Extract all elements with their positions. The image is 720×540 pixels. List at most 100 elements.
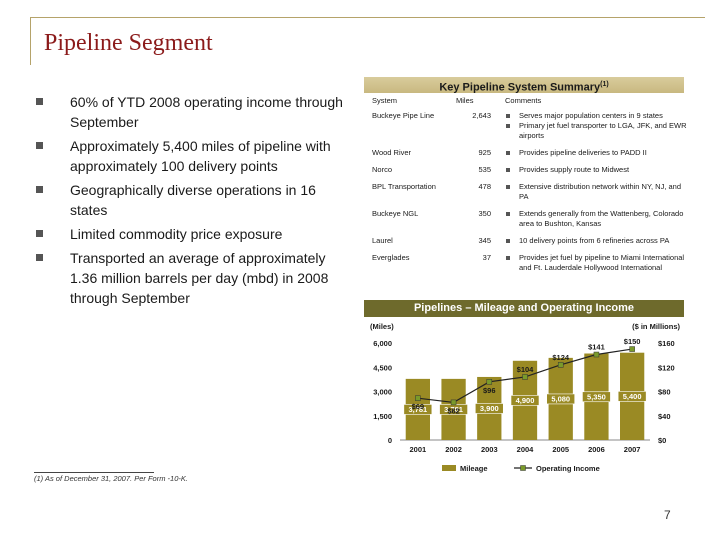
column-header-comments: Comments	[505, 96, 542, 105]
income-data-label: $62	[447, 406, 460, 415]
page-number: 7	[664, 508, 671, 522]
table-row: Laurel 345 10 delivery points from 6 refin…	[372, 236, 690, 246]
bullet-item: Transported an average of approximately …	[34, 248, 354, 308]
left-tick-label: 3,000	[373, 388, 392, 397]
income-data-label: $96	[483, 386, 496, 395]
income-point	[557, 362, 564, 368]
summary-header-text: Key Pipeline System Summary	[439, 81, 601, 94]
left-tick-label: 0	[388, 436, 392, 445]
mileage-income-chart: (Miles) ($ in Millions) 6,000 4,500 3,000 1,5…	[364, 319, 684, 481]
right-axis-label: ($ in Millions)	[632, 322, 680, 331]
right-tick-label: $40	[658, 412, 671, 421]
title-frame-top	[30, 17, 705, 18]
legend-mileage-swatch	[442, 465, 456, 471]
chart-title: Pipelines – Mileage and Operating Income	[364, 300, 684, 317]
income-data-label: $141	[588, 343, 605, 352]
title-frame-left	[30, 17, 31, 65]
mileage-data-label: 5,080	[551, 394, 570, 403]
comments-cell: 10 delivery points from 6 refineries acr…	[505, 236, 690, 246]
legend-income-label: Operating Income	[536, 464, 600, 473]
footnote: (1) As of December 31, 2007. Per Form -1…	[34, 474, 188, 483]
comment-item: Extensive distribution network within NY…	[505, 182, 690, 202]
x-tick-label: 2001	[410, 445, 427, 454]
summary-table: System Miles Comments Buckeye Pipe Line 2…	[372, 96, 690, 276]
system-cell: BPL Transportation	[372, 182, 436, 191]
income-data-label: $124	[552, 353, 570, 362]
chart-svg: (Miles) ($ in Millions) 6,000 4,500 3,000 1,5…	[370, 322, 680, 473]
right-tick-label: $0	[658, 436, 666, 445]
bullet-item: Approximately 5,400 miles of pipeline wi…	[34, 136, 354, 176]
comment-item: Provides supply route to Midwest	[505, 165, 690, 175]
x-tick-label: 2003	[481, 445, 498, 454]
right-tick-label: $160	[658, 339, 675, 348]
left-tick-label: 1,500	[373, 412, 392, 421]
table-row: Everglades 37 Provides jet fuel by pipelin…	[372, 253, 690, 273]
comment-item: Provides jet fuel by pipeline to Miami I…	[505, 253, 690, 273]
summary-header-note: (1)	[600, 81, 609, 88]
x-tick-label: 2002	[445, 445, 462, 454]
income-data-label: $69	[412, 402, 425, 411]
miles-cell: 37	[482, 253, 491, 262]
right-tick-label: $120	[658, 363, 675, 372]
mileage-label-box	[510, 395, 540, 406]
left-tick-label: 6,000	[373, 339, 392, 348]
mileage-data-label: 5,350	[587, 392, 606, 401]
income-point	[450, 399, 457, 406]
left-axis-label: (Miles)	[370, 322, 394, 331]
system-cell: Buckeye NGL	[372, 209, 419, 218]
x-tick-label: 2005	[552, 445, 569, 454]
mileage-label-box	[546, 393, 576, 405]
comments-cell: Provides supply route to Midwest	[505, 165, 690, 175]
comments-cell: Provides pipeline deliveries to PADD II	[505, 148, 690, 158]
mileage-label-box	[617, 391, 647, 402]
table-header-row: System Miles Comments	[372, 96, 690, 105]
summary-header: Key Pipeline System Summary(1)	[364, 77, 684, 94]
miles-cell: 925	[478, 148, 491, 157]
column-header-miles: Miles	[456, 96, 474, 105]
mileage-label-box	[474, 403, 504, 414]
left-tick-label: 4,500	[373, 363, 392, 372]
miles-cell: 478	[478, 182, 491, 191]
table-row: Norco 535 Provides supply route to Midwest	[372, 165, 690, 175]
miles-cell: 345	[478, 236, 491, 245]
mileage-data-label: 3,900	[480, 404, 499, 413]
table-row: Buckeye Pipe Line 2,643 Serves major popul…	[372, 111, 690, 141]
table-row: BPL Transportation 478 Extensive distribut…	[372, 182, 690, 202]
comment-item: 10 delivery points from 6 refineries acr…	[505, 236, 690, 246]
mileage-data-label: 4,900	[516, 396, 535, 405]
table-row: Wood River 925 Provides pipeline deliverie…	[372, 148, 690, 158]
bullet-item: 60% of YTD 2008 operating income through…	[34, 92, 354, 132]
x-tick-label: 2006	[588, 445, 605, 454]
x-tick-label: 2007	[624, 445, 641, 454]
right-tick-label: $80	[658, 388, 671, 397]
comments-cell: Serves major population centers in 9 sta…	[505, 111, 690, 141]
comment-item: Serves major population centers in 9 sta…	[505, 111, 690, 121]
income-data-label: $150	[624, 337, 641, 346]
column-header-system: System	[372, 96, 398, 105]
comments-cell: Extends generally from the Wattenberg, C…	[505, 209, 690, 229]
income-point	[415, 395, 421, 401]
mileage-data-label: 5,400	[623, 392, 642, 401]
system-cell: Norco	[372, 165, 393, 174]
income-point	[629, 346, 635, 352]
system-cell: Everglades	[372, 253, 410, 262]
comment-item: Primary jet fuel transporter to LGA, JFK…	[505, 121, 690, 141]
mileage-data-label: 3,781	[408, 405, 427, 414]
system-cell: Wood River	[372, 148, 412, 157]
page-title: Pipeline Segment	[44, 30, 213, 56]
comments-cell: Extensive distribution network within NY…	[505, 182, 690, 202]
footnote-divider	[34, 472, 154, 473]
comments-cell: Provides jet fuel by pipeline to Miami I…	[505, 253, 690, 273]
system-cell: Buckeye Pipe Line	[372, 111, 435, 120]
x-tick-label: 2004	[517, 445, 535, 454]
table-row: Buckeye NGL 350 Extends generally from the…	[372, 209, 690, 229]
bullet-item: Limited commodity price exposure	[34, 224, 354, 244]
mileage-data-label: 3,781	[444, 405, 463, 414]
comment-item: Provides pipeline deliveries to PADD II	[505, 148, 690, 158]
mileage-label-box	[403, 404, 433, 415]
miles-cell: 2,643	[472, 111, 491, 120]
mileage-label-box	[582, 391, 611, 403]
system-cell: Laurel	[372, 236, 393, 245]
income-point	[593, 351, 600, 358]
income-data-label: $104	[517, 365, 535, 374]
